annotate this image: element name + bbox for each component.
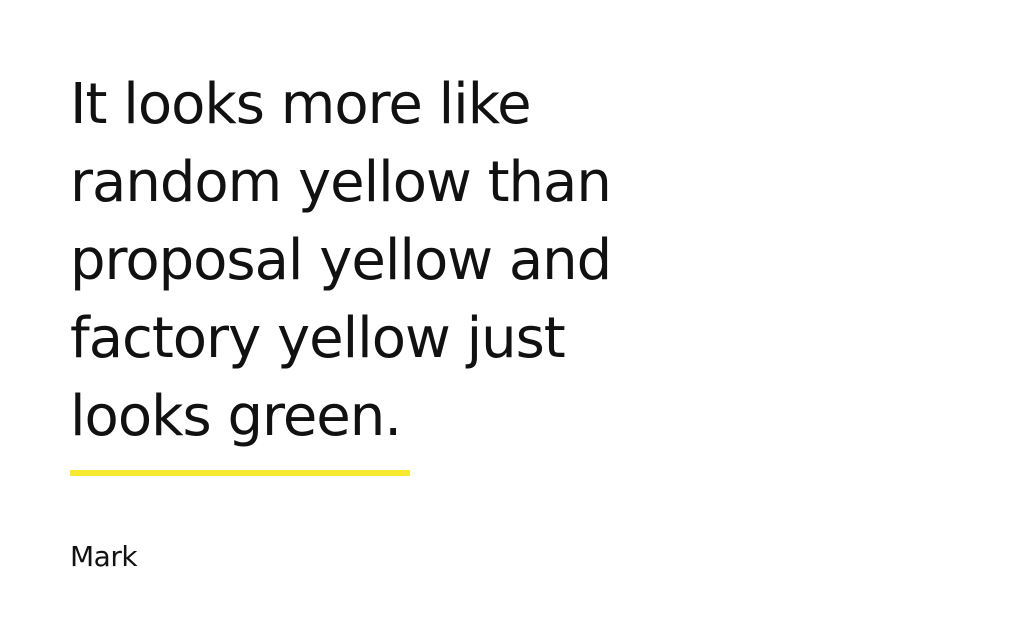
accent-underline [70,470,410,476]
quote-card: It looks more like random yellow than pr… [70,66,690,574]
quote-text: It looks more like random yellow than pr… [70,72,612,449]
quote-author: Mark [70,540,138,573]
